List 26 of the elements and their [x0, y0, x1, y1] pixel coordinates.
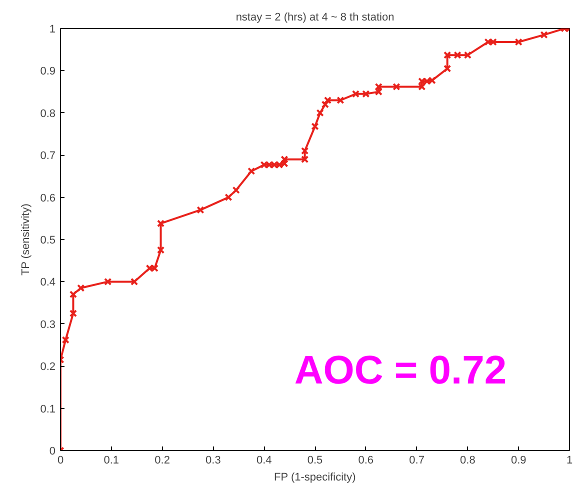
y-tick-label: 0 — [49, 446, 56, 458]
chart-title: nstay = 2 (hrs) at 4 ~ 8 th station — [236, 12, 394, 24]
y-tick-label: 0.7 — [40, 150, 56, 162]
x-tick-label: 0.6 — [358, 454, 374, 466]
x-tick-label: 0.5 — [307, 454, 323, 466]
y-tick-label: 0.4 — [40, 276, 56, 289]
x-tick-label: 0.7 — [409, 454, 424, 466]
y-axis-title: TP (sensitivity) — [20, 204, 32, 276]
annotation: AOC = 0.72 — [294, 348, 507, 392]
y-tick-label: 0.9 — [40, 66, 56, 78]
x-tick-label: 0.1 — [104, 454, 120, 466]
x-tick-label: 0.9 — [510, 454, 526, 466]
y-tick-label: 0.6 — [40, 192, 56, 204]
x-axis-title: FP (1-specificity) — [274, 472, 356, 484]
x-tick-label: 1 — [566, 454, 573, 466]
y-tick-label: 0.3 — [40, 318, 56, 331]
y-tick-label: 0.8 — [40, 108, 56, 120]
x-tick-label: 0.4 — [256, 454, 272, 466]
x-tick-label: 0.3 — [206, 454, 221, 466]
y-tick-label: 0.5 — [40, 234, 56, 246]
y-tick-label: 1 — [49, 24, 56, 36]
y-tick-label: 0.2 — [40, 361, 56, 374]
x-tick-label: 0.2 — [154, 454, 170, 466]
x-tick-label: 0.8 — [460, 454, 476, 466]
y-tick-label: 0.1 — [40, 403, 56, 416]
x-tick-label: 0 — [57, 454, 64, 466]
